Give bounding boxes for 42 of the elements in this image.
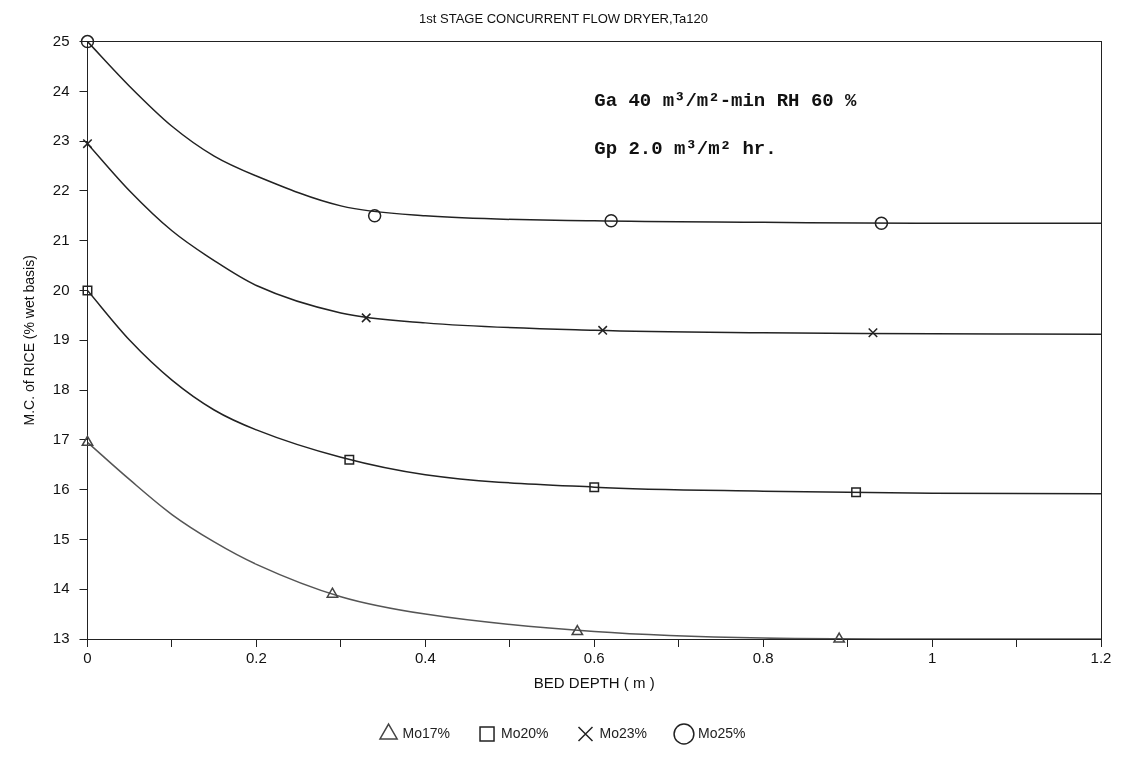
x-tick-label: 0.8 [752, 649, 774, 667]
x-tick-label: 0.6 [583, 649, 605, 667]
y-tick-label: 22 [52, 181, 70, 199]
y-tick-label: 25 [52, 31, 70, 49]
y-tick-label: 17 [52, 430, 70, 448]
y-tick-label: 13 [52, 629, 70, 647]
point [597, 325, 608, 336]
y-tick-label: 21 [52, 230, 70, 248]
annotation: Ga 40 m³/m²-min RH 60 % [594, 90, 858, 113]
x-tick-label: 0 [83, 649, 92, 667]
point [367, 209, 382, 223]
point [867, 327, 878, 338]
y-tick-label: 20 [52, 280, 70, 298]
y-tick-label: 24 [52, 81, 70, 99]
y-tick-label: 15 [52, 529, 70, 547]
point [326, 587, 339, 598]
x-tick-label: 0.2 [245, 649, 267, 667]
point [874, 216, 889, 231]
x-axis-title: BED DEPTH ( m ) [533, 674, 655, 692]
point [589, 482, 600, 493]
y-tick-label: 23 [52, 131, 70, 149]
legend-label: Mo25% [697, 724, 746, 741]
point [571, 624, 584, 636]
point [344, 454, 355, 465]
annotation: Gp 2.0 m³/m² hr. [594, 138, 777, 161]
x-tick-label: 1 [927, 649, 937, 667]
legend-label: Mo20% [501, 724, 549, 741]
y-tick-label: 16 [52, 479, 70, 497]
point [851, 487, 862, 498]
legend-label: Mo17% [402, 724, 451, 741]
chart-title: 1st STAGE CONCURRENT FLOW DRYER,Ta120 [419, 11, 708, 27]
legend-label: Mo23% [599, 724, 647, 741]
point [81, 435, 94, 447]
x-tick-label: 0.4 [414, 649, 436, 667]
point [361, 312, 372, 323]
x-tick-label: 1.2 [1090, 649, 1112, 667]
y-axis-title: M.C. of RICE (% wet basis) [21, 255, 38, 426]
y-tick-label: 19 [52, 330, 70, 348]
y-tick-label: 14 [52, 579, 70, 597]
y-tick-label: 18 [52, 380, 70, 398]
point [604, 214, 618, 228]
point [833, 632, 846, 643]
